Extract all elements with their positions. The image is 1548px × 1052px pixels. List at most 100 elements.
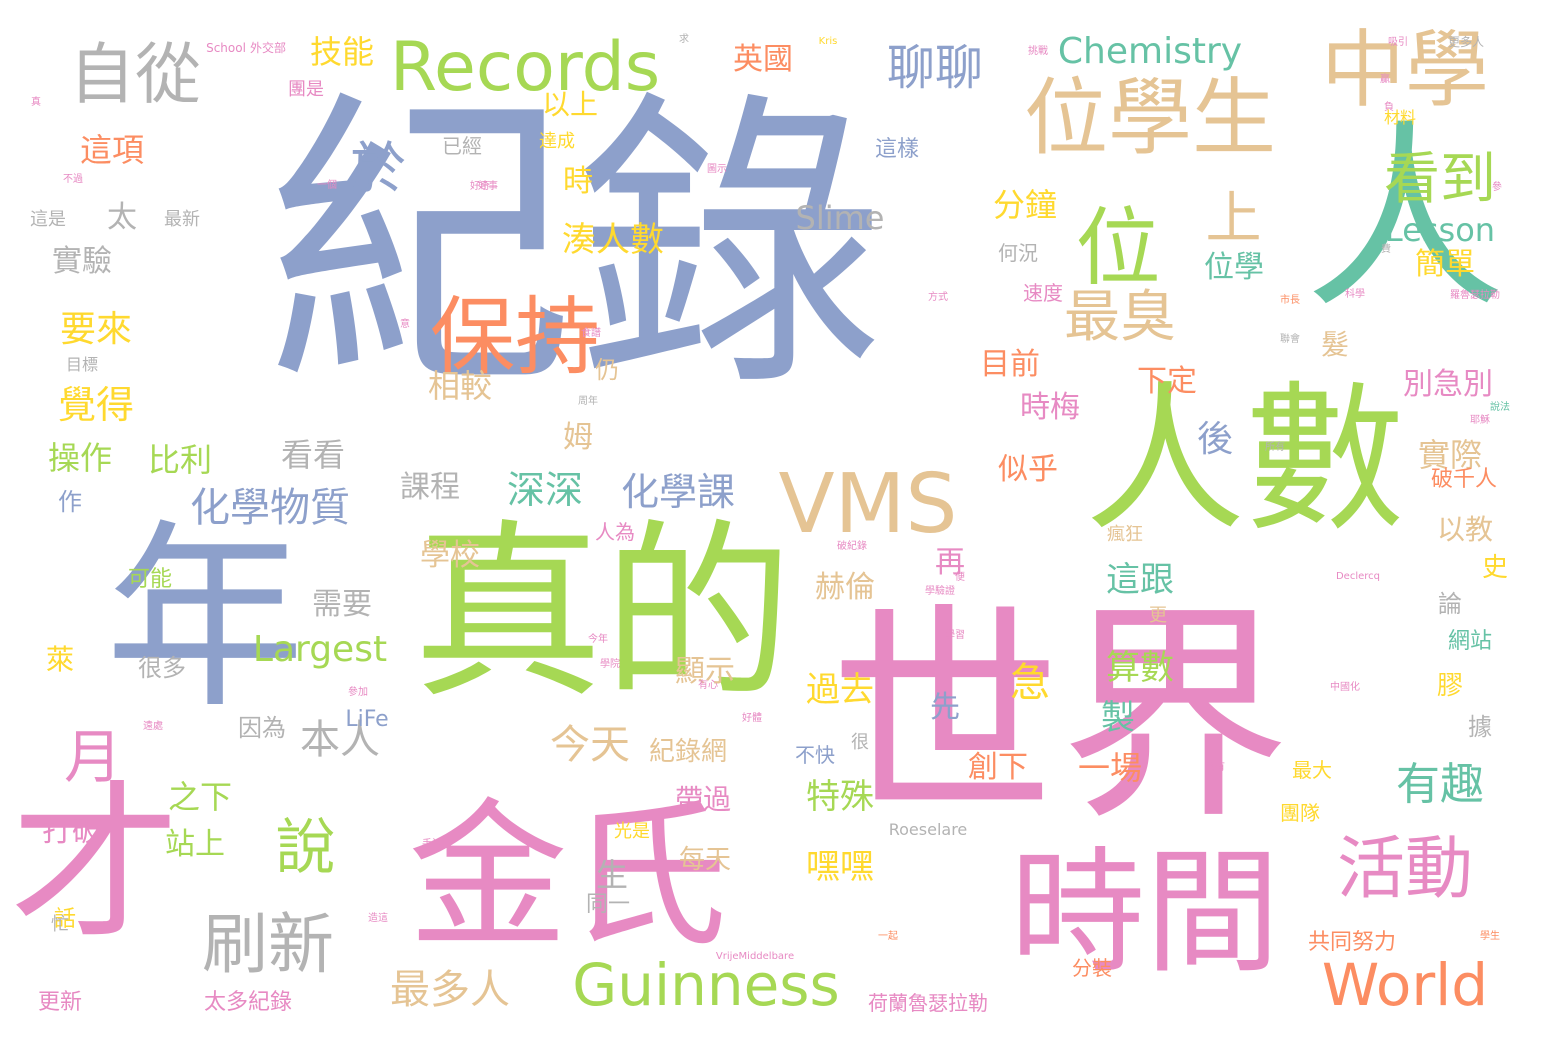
word-w150: 贏 <box>1380 74 1390 85</box>
word-w05: 年 <box>104 503 306 736</box>
word-w19: 說 <box>265 815 335 875</box>
word-w78: 赫倫 <box>815 570 875 605</box>
word-w164: 話 <box>53 907 77 932</box>
word-w30: 深深 <box>506 468 584 512</box>
word-w114: 人為 <box>595 520 635 544</box>
word-w131: Declercq <box>1335 571 1381 582</box>
word-w36: 覺得 <box>57 383 135 427</box>
word-w27: 聊聊 <box>886 40 984 96</box>
word-w02: 世界 <box>829 584 1291 851</box>
word-w39: Largest <box>252 629 388 670</box>
word-w79: 顯示 <box>675 654 735 689</box>
word-w06: 人數 <box>1084 366 1406 553</box>
word-w33: 今天 <box>550 722 630 768</box>
word-w10: 位學生 <box>1023 69 1277 167</box>
word-w158: 費 <box>1381 244 1391 255</box>
word-w130: 更 <box>1149 605 1167 626</box>
word-w14: VMS <box>778 457 958 552</box>
word-w121: 最新 <box>164 209 200 230</box>
word-w93: 史 <box>1481 553 1509 583</box>
word-w155: 負 <box>1384 102 1394 113</box>
word-w20: 看到 <box>1384 147 1496 212</box>
word-w43: 這項 <box>79 131 145 169</box>
word-w125: 更多人 <box>1447 35 1485 49</box>
word-w100: 共同努力 <box>1307 930 1397 955</box>
word-w94: 論 <box>1438 590 1462 618</box>
word-w151: 圖示 <box>707 164 727 175</box>
word-w09: 才 <box>9 766 181 964</box>
word-w18: 刷新 <box>202 906 334 983</box>
word-w51: Lesson <box>1384 211 1496 249</box>
word-w23: Guinness <box>572 951 840 1019</box>
word-w108: 可能 <box>127 567 173 592</box>
word-w103: 太多紀錄 <box>203 990 293 1015</box>
word-w173: 學習 <box>945 630 965 641</box>
word-w129: 瘋狂 <box>1107 524 1143 545</box>
word-w37: 要來 <box>59 309 133 350</box>
word-w170: 意 <box>400 319 410 330</box>
word-w105: LiFe <box>345 707 389 732</box>
word-w109: 作 <box>58 488 82 516</box>
word-w87: 萊 <box>45 643 75 676</box>
word-w32: 本人 <box>300 717 380 763</box>
word-w110: Roeselare <box>888 820 968 839</box>
word-w34: 最多人 <box>390 967 510 1013</box>
word-w147: 周年 <box>578 396 598 407</box>
word-w40: 湊人數 <box>562 220 664 260</box>
word-w116: 何況 <box>998 241 1038 265</box>
word-w58: 學校 <box>420 538 480 573</box>
word-w38: 操作 <box>47 439 113 477</box>
word-w54: 以上 <box>541 88 599 121</box>
word-w42: 英國 <box>733 42 793 77</box>
word-w74: 下定 <box>1137 364 1197 399</box>
word-w84: 每天 <box>678 845 732 875</box>
word-w143: 聯會 <box>1280 334 1300 345</box>
word-w86: 同一 <box>585 892 631 917</box>
word-w48: 嘿嘿 <box>806 847 874 887</box>
word-w133: 中國化 <box>1330 682 1360 693</box>
word-w76: 以教 <box>1436 513 1494 546</box>
word-w62: 過去 <box>806 670 874 710</box>
word-w127: 外交部 <box>249 41 287 55</box>
word-w44: 太 <box>107 200 137 235</box>
word-w35: 有趣 <box>1396 759 1484 810</box>
word-w82: 製 <box>1101 698 1135 738</box>
word-w65: 創下 <box>968 750 1028 785</box>
word-w160: 真 <box>31 97 41 108</box>
word-w08: 時間 <box>1010 834 1280 992</box>
word-w123: 目標 <box>65 355 99 374</box>
word-w144: 市長 <box>1280 295 1300 306</box>
word-w81: 先 <box>930 690 960 725</box>
word-w154: 好奇 <box>470 181 490 192</box>
word-w106: 因為 <box>238 714 286 742</box>
word-w148: 說法 <box>1490 402 1510 413</box>
word-w96: 膠 <box>1436 671 1464 701</box>
word-w21: 最臭 <box>1064 285 1176 350</box>
word-w04: 金氏 <box>407 783 729 970</box>
word-w128: Kris <box>818 36 838 47</box>
word-w03: 真的 <box>412 503 794 724</box>
word-w12: 保持 <box>429 288 601 388</box>
word-w50: Slime <box>795 199 885 237</box>
word-w142: 遠處 <box>143 721 163 732</box>
word-w11: 中學 <box>1320 21 1490 119</box>
word-w166: 造這 <box>368 913 388 924</box>
word-w171: 食譜 <box>581 328 601 339</box>
word-w67: 之下 <box>167 778 233 816</box>
word-w135: 一起 <box>878 931 898 942</box>
word-w13: 位 <box>1060 202 1160 288</box>
word-w89: 髮 <box>1320 328 1350 361</box>
word-w149: 吸引 <box>1388 37 1408 48</box>
word-w70: 位學 <box>1204 250 1264 285</box>
word-w146: 方式 <box>928 292 948 303</box>
word-w63: 紀錄網 <box>648 737 728 767</box>
word-w124: 材料 <box>1383 108 1417 127</box>
word-w137: 有心 <box>698 680 718 691</box>
word-w29: 化學物質 <box>190 485 350 531</box>
word-w163: 手法 <box>422 839 442 850</box>
word-w01: 紀錄 <box>265 67 885 428</box>
word-w25: 月 <box>54 726 122 784</box>
word-w72: 似乎 <box>998 452 1058 487</box>
word-w53: 相較 <box>427 367 493 405</box>
